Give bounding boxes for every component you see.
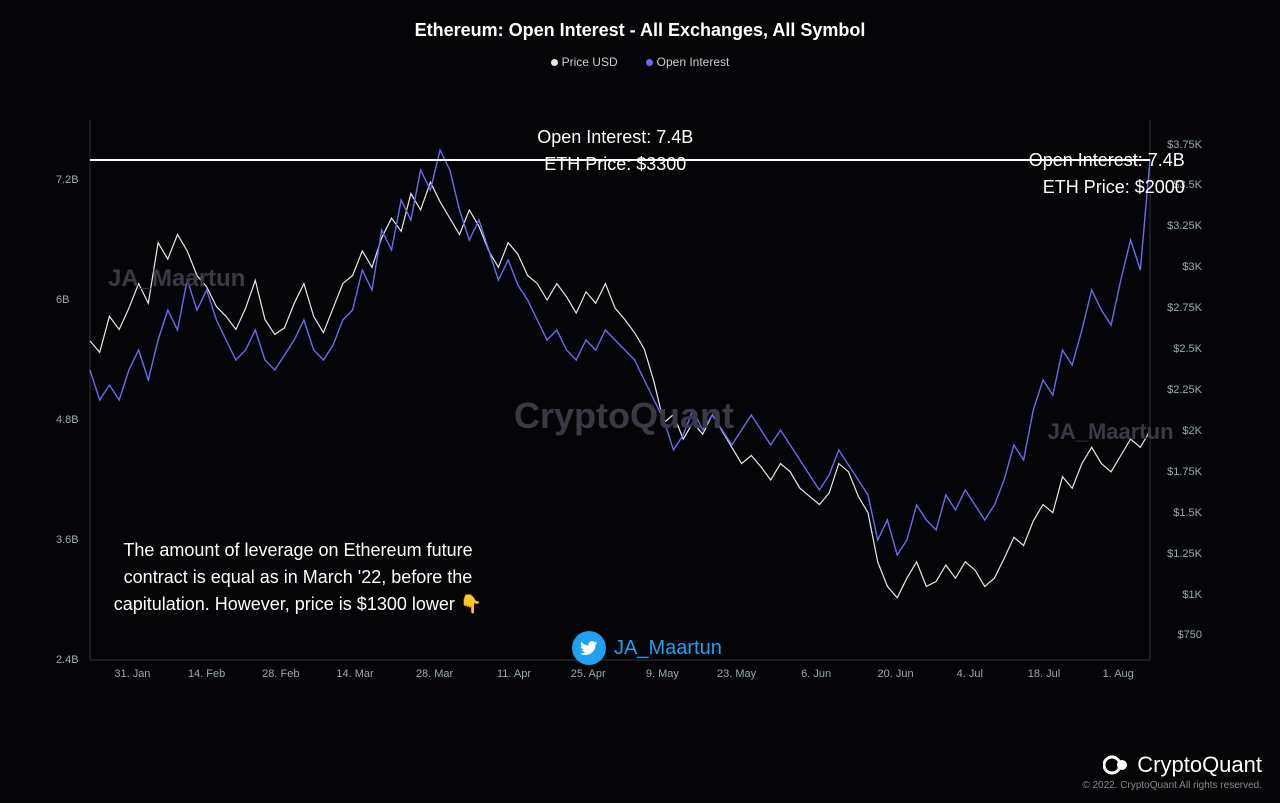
brand-text: CryptoQuant [1137, 752, 1262, 778]
annotation-line: ETH Price: $2000 [1029, 174, 1185, 201]
brand-logo: CryptoQuant [1082, 752, 1262, 778]
annotation-line: ETH Price: $3300 [537, 151, 693, 178]
series-line [90, 150, 1150, 555]
legend-label: Open Interest [657, 55, 730, 69]
footer: CryptoQuant © 2022. CryptoQuant All righ… [1082, 752, 1262, 791]
annotation-line: Open Interest: 7.4B [537, 124, 693, 151]
chart-title: Ethereum: Open Interest - All Exchanges,… [0, 20, 1280, 41]
legend-item: Open Interest [646, 55, 730, 69]
legend-label: Price USD [562, 55, 618, 69]
legend-dot [551, 59, 558, 66]
series-line [90, 182, 1150, 598]
annotation-line: Open Interest: 7.4B [1029, 147, 1185, 174]
legend: Price USD Open Interest [0, 55, 1280, 69]
twitter-text: JA_Maartun [614, 637, 722, 660]
twitter-icon [572, 631, 606, 665]
twitter-handle[interactable]: JA_Maartun [572, 631, 722, 665]
legend-item: Price USD [551, 55, 618, 69]
legend-dot [646, 59, 653, 66]
annotation: Open Interest: 7.4BETH Price: $3300 [537, 124, 693, 178]
annotation: Open Interest: 7.4BETH Price: $2000 [1029, 147, 1185, 201]
caption: The amount of leverage on Ethereum futur… [108, 537, 488, 618]
chart-area: 2.4B3.6B4.8B6B7.2B$750$1K$1.25K$1.5K$1.7… [50, 100, 1210, 690]
copyright-text: © 2022. CryptoQuant All rights reserved. [1082, 780, 1262, 791]
